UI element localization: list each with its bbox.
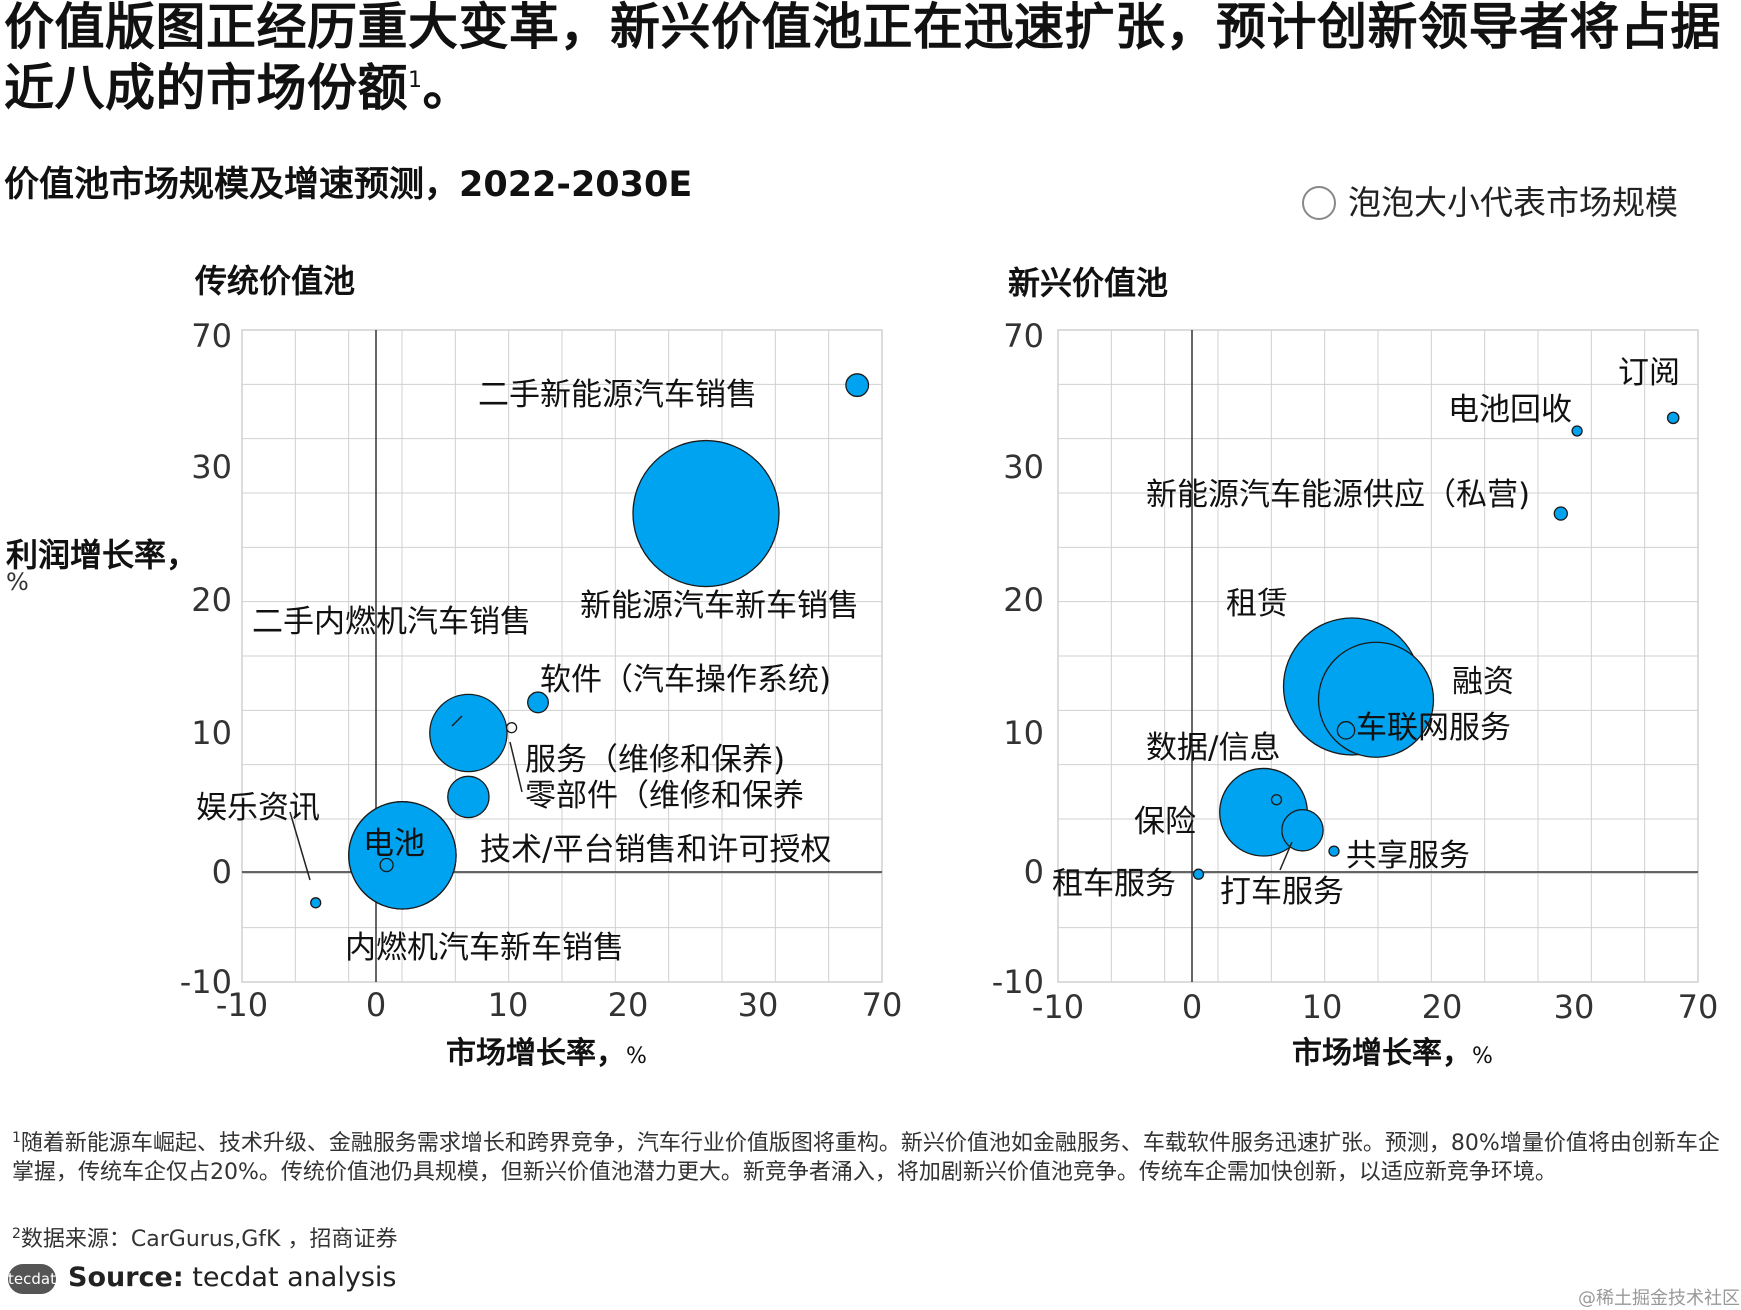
x-tick-label: 10 (1302, 988, 1343, 1026)
bubble (1666, 411, 1680, 425)
bubble-label: 订阅 (1618, 355, 1680, 391)
legend: 泡泡大小代表市场规模 (1302, 176, 1678, 224)
y-tick-label: 70 (1003, 317, 1044, 355)
bubble-label: 软件（汽车操作系统) (540, 662, 831, 698)
x-tick-label: 10 (488, 986, 529, 1024)
x-tick-label: 30 (738, 986, 779, 1024)
panel-title-emerging: 新兴价值池 (1008, 264, 1169, 302)
headline-text: 价值版图正经历重大变革，新兴价值池正在迅速扩张，预计创新领导者将占据近八成的市场… (4, 0, 1721, 117)
bubble-label: 新能源汽车能源供应（私营) (1146, 477, 1530, 513)
x-axis-label-right: 市场增长率，% (1292, 1028, 1493, 1072)
bubble-label: 新能源汽车新车销售 (580, 588, 859, 624)
bubble (429, 693, 508, 773)
watermark: @稀土掘金技术社区 (1578, 1288, 1740, 1309)
bubble (447, 775, 490, 819)
bubble (1281, 809, 1324, 852)
leader-line (451, 715, 463, 727)
x-axis-label-text: 市场增长率， (1292, 1036, 1472, 1071)
x-axis-unit: % (1472, 1044, 1493, 1069)
x-axis-label-left: 市场增长率，% (446, 1028, 647, 1072)
bubble (310, 897, 322, 909)
x-tick-label: 20 (1422, 988, 1463, 1026)
bubble (1571, 425, 1583, 437)
y-tick-label: -10 (180, 963, 232, 1001)
bubble-label: 保险 (1134, 804, 1196, 840)
footnote-2-mark: 2 (12, 1226, 21, 1242)
bubble (632, 439, 780, 588)
source-text: tecdat analysis (183, 1262, 397, 1293)
y-tick-label: 20 (1003, 581, 1044, 619)
x-tick-label: 20 (608, 986, 649, 1024)
y-tick-label: 30 (1003, 448, 1044, 486)
bubble-label: 打车服务 (1220, 874, 1344, 910)
bubble-label: 二手新能源汽车销售 (478, 377, 757, 413)
bubble-label: 内燃机汽车新车销售 (345, 930, 624, 966)
y-tick-label: 30 (191, 448, 232, 486)
y-axis-unit: % (6, 568, 29, 596)
footnote-2: 2数据来源：CarGurus,GfK ，招商证券 (12, 1220, 1732, 1254)
bubble (1192, 868, 1205, 880)
bubble (845, 373, 870, 398)
y-tick-label: 70 (191, 317, 232, 355)
legend-text: 泡泡大小代表市场规模 (1348, 183, 1678, 222)
x-tick-label: 70 (862, 986, 903, 1024)
y-tick-label: 10 (191, 714, 232, 752)
y-tick-label: 0 (212, 853, 232, 891)
chart-subtitle: 价值池市场规模及增速预测，2022-2030E (4, 165, 693, 205)
footnote-2-text: 数据来源：CarGurus,GfK ，招商证券 (20, 1227, 398, 1252)
bubble-charts: -10 0 10 20 30 70 70 30 20 10 0 -10 二手新能源汽车销售新能源汽车新车… (180, 317, 1719, 1026)
x-axis-unit: % (626, 1044, 647, 1069)
footnote-1-mark: 1 (12, 1130, 21, 1146)
headline-end: 。 (422, 59, 473, 117)
bubble-label: 租车服务 (1052, 866, 1176, 902)
y-tick-label: -10 (992, 963, 1044, 1001)
footnote-1-text: 随着新能源车崛起、技术升级、金融服务需求增长和跨界竞争，汽车行业价值版图将重构。… (12, 1131, 1720, 1185)
bubble-label: 车联网服务 (1356, 710, 1511, 746)
bubble (1336, 721, 1356, 740)
bubble-label: 娱乐资讯 (196, 790, 320, 826)
y-tick-label: 20 (191, 581, 232, 619)
source-label: Source: (68, 1262, 184, 1293)
bubble (1328, 845, 1340, 857)
bubble (527, 691, 549, 714)
bubble-label: 数据/信息 (1146, 730, 1280, 766)
bubble (1553, 506, 1568, 521)
leader-line (289, 811, 311, 881)
bubble-label: 融资 (1452, 664, 1514, 700)
bubble-label: 电池 (363, 826, 425, 862)
footnote-1: 1随着新能源车崛起、技术升级、金融服务需求增长和跨界竞争，汽车行业价值版图将重构… (12, 1124, 1732, 1187)
leader-line (509, 741, 523, 793)
headline: 价值版图正经历重大变革，新兴价值池正在迅速扩张，预计创新领导者将占据近八成的市场… (4, 0, 1734, 115)
bubble (348, 801, 457, 910)
x-tick-label: 0 (366, 986, 386, 1024)
bubble-label: 电池回收 (1448, 392, 1572, 428)
bubble-label: 服务（维修和保养) (525, 742, 785, 778)
bubble-label: 二手内燃机汽车销售 (252, 604, 531, 640)
legend-bubble-icon (1302, 186, 1336, 220)
panel-title-traditional: 传统价值池 (195, 262, 356, 300)
tecdat-logo-icon: tecdat (8, 1264, 56, 1294)
x-tick-label: -10 (216, 986, 268, 1024)
x-tick-label: 0 (1182, 988, 1202, 1026)
y-tick-label: 0 (1024, 853, 1044, 891)
bubble-label: 共享服务 (1346, 838, 1470, 874)
x-tick-label: 30 (1554, 988, 1595, 1026)
bubble (1270, 794, 1283, 806)
bubble (505, 722, 518, 734)
leader-line (1279, 841, 1293, 871)
bubble-label: 零部件（维修和保养 (525, 778, 804, 814)
x-tick-label: -10 (1032, 988, 1084, 1026)
y-tick-label: 10 (1003, 714, 1044, 752)
headline-footnote-mark: 1 (408, 68, 423, 93)
y-axis-label: 利润增长率， (6, 536, 199, 574)
bubble-label: 技术/平台销售和许可授权 (480, 832, 831, 868)
x-axis-label-text: 市场增长率， (446, 1036, 626, 1071)
source-line: tecdat Source: tecdat analysis (8, 1262, 396, 1294)
bubble (379, 857, 394, 873)
bubble-label: 租赁 (1226, 586, 1288, 622)
x-tick-label: 70 (1678, 988, 1719, 1026)
